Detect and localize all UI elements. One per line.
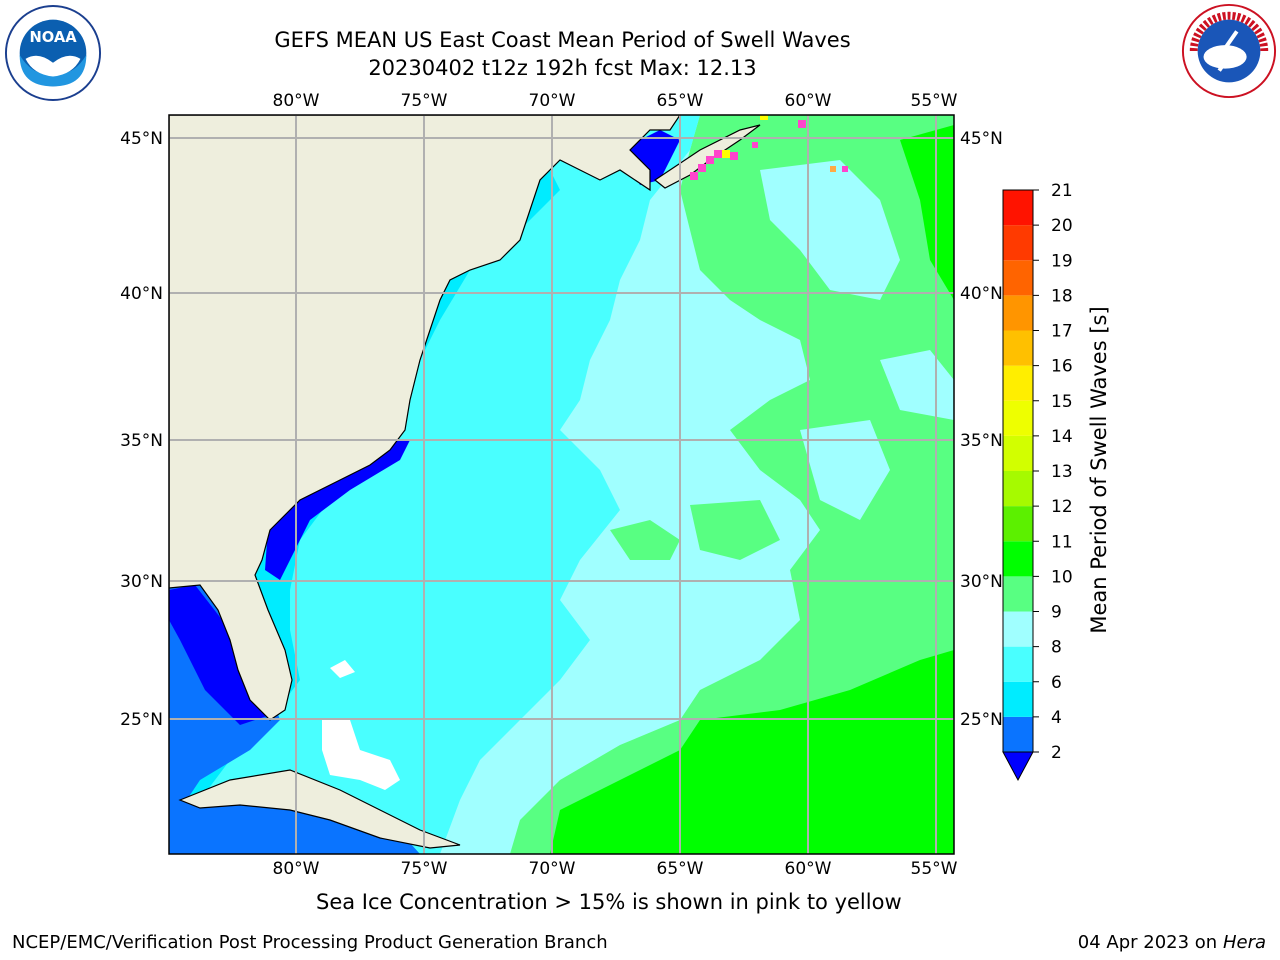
swell-zone-below-2-coast [265,440,410,580]
colorbar-tick-label: 2 [1051,743,1062,763]
colorbar-tick-label: 12 [1051,497,1073,517]
noaa-logo-text: NOAA [29,29,77,46]
swell-zone-10-11-north [900,125,954,300]
colorbar-tick-label: 13 [1051,462,1073,482]
colorbar-segment [1003,541,1033,577]
footer-date-text: 04 Apr 2023 on [1077,932,1223,953]
lon-tick-top: 80°W [273,91,320,111]
colorbar-label: Mean Period of Swell Waves [s] [1087,306,1111,633]
lat-tick-right: 45°N [960,129,1003,149]
swell-zone-below-2 [169,585,270,725]
lon-tick-bottom: 65°W [657,859,704,879]
colorbar-tick-label: 20 [1051,216,1073,236]
colorbar-tick-label: 8 [1051,638,1062,658]
colorbar-segment [1003,611,1033,647]
colorbar-tick-label: 11 [1051,532,1073,552]
lon-tick-bottom: 55°W [911,859,958,879]
map-frame [168,114,955,855]
footer-host: Hera [1222,932,1266,953]
colorbar-tick-label: 17 [1051,322,1073,342]
colorbar-extend-arrow [1002,751,1034,782]
lat-tick-right: 30°N [960,572,1003,592]
land-bahamas [322,720,400,790]
land-bahamas-north [330,660,355,678]
chart-subtitle: 20230402 t12z 192h fcst Max: 12.13 [368,56,757,80]
map-area [169,115,954,854]
colorbar-segment [1003,716,1033,752]
swell-zone-9-10-patch [610,520,680,560]
footer-date: 04 Apr 2023 on Hera [1078,932,1266,953]
lat-tick-right: 40°N [960,284,1003,304]
swell-zone-8-9-east [760,160,900,300]
lat-tick-left: 35°N [120,431,163,451]
swell-zone-8-9-east2 [800,420,890,520]
colorbar-segment [1003,190,1033,226]
grid-lines [169,115,954,854]
lat-tick-left: 40°N [120,284,163,304]
lat-tick-left: 30°N [120,572,163,592]
swell-zone-10-11-south [550,650,954,854]
lon-tick-bottom: 80°W [273,859,320,879]
swell-zone-9-10 [510,115,954,854]
colorbar-segment [1003,681,1033,717]
colorbar-segment [1003,330,1033,366]
colorbar-segment [1003,400,1033,436]
colorbar-segment [1003,471,1033,507]
colorbar-segment [1003,646,1033,682]
lat-tick-left: 45°N [120,129,163,149]
colorbar-segment [1003,295,1033,331]
colorbar-tick-label: 4 [1051,708,1062,728]
colorbar-tick-label: 19 [1051,251,1073,271]
lat-tick-right: 35°N [960,431,1003,451]
lon-tick-bottom: 70°W [529,859,576,879]
colorbar-tick-label: 6 [1051,673,1062,693]
lat-tick-right: 25°N [960,710,1003,730]
lon-tick-top: 60°W [785,91,832,111]
lon-tick-top: 75°W [401,91,448,111]
lon-tick-top: 55°W [911,91,958,111]
chart-title: GEFS MEAN US East Coast Mean Period of S… [274,28,851,52]
lat-tick-left: 25°N [120,710,163,730]
noaa-logo: NOAA [4,4,102,102]
colorbar-segment [1003,365,1033,401]
colorbar-segment [1003,435,1033,471]
colorbar-segment [1003,225,1033,261]
colorbar-tick-label: 21 [1051,181,1073,201]
colorbar-tick-label: 15 [1051,392,1073,412]
colorbar-tick-label: 10 [1051,567,1073,587]
colorbar-tick-label: 14 [1051,427,1073,447]
lon-tick-top: 70°W [529,91,576,111]
lon-tick-top: 65°W [657,91,704,111]
swell-zone-9-10-patch2 [690,500,780,560]
footer-credit: NCEP/EMC/Verification Post Processing Pr… [12,932,608,953]
lon-tick-bottom: 60°W [785,859,832,879]
lon-tick-bottom: 75°W [401,859,448,879]
land-cuba [178,769,461,849]
nws-logo [1181,3,1277,99]
sea-ice-caption: Sea Ice Concentration > 15% is shown in … [316,890,902,914]
colorbar: 2 4 6 8 9 10 11 12 13 14 15 16 17 18 19 20 21 [1002,181,1073,782]
colorbar-segment [1003,576,1033,612]
colorbar-tick-label: 18 [1051,286,1073,306]
colorbar-tick-label: 9 [1051,603,1062,623]
sea-ice-markers [690,115,848,180]
colorbar-tick-label: 16 [1051,357,1073,377]
colorbar-segment [1003,260,1033,296]
colorbar-segment [1003,506,1033,542]
